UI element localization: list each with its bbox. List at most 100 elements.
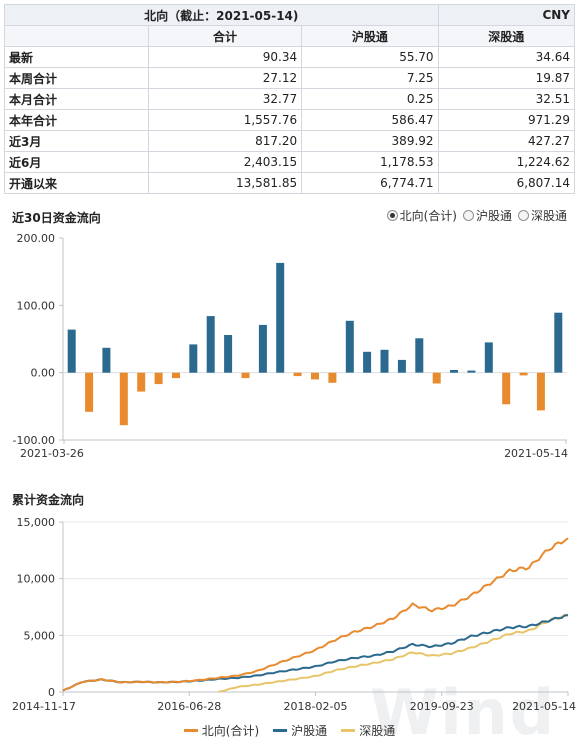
y-tick-label: 5,000: [24, 629, 56, 642]
column-header-empty: [4, 25, 149, 47]
bar: [397, 359, 406, 373]
table-row: 本周合计 27.12 7.25 19.87: [4, 67, 576, 89]
bar: [484, 342, 493, 373]
bar: [519, 372, 528, 376]
flow30-title: 近30日资金流向: [12, 211, 101, 225]
row-label: 最新: [4, 46, 149, 68]
radio-sz[interactable]: 深股通: [517, 207, 567, 224]
bar: [450, 370, 458, 373]
x-tick-label: 2014-11-17: [12, 700, 76, 713]
column-header-total: 合计: [147, 25, 303, 47]
row-value: 55.70: [301, 46, 439, 68]
series-radio-group: 北向(合计) 沪股通 深股通: [386, 207, 567, 224]
y-tick-label: 100.00: [17, 299, 56, 312]
bar: [293, 372, 302, 377]
legend-item-north: 北向(合计): [183, 722, 260, 739]
summary-table: 北向（截止：2021-05-14) CNY 合计 沪股通 深股通 最新 90.34…: [4, 4, 576, 194]
row-value: 34.64: [437, 46, 576, 68]
y-tick-label: 0.00: [31, 367, 56, 380]
row-value: 0.25: [301, 88, 439, 110]
bar: [502, 372, 511, 405]
row-label: 近6月: [4, 151, 149, 173]
row-value: 389.92: [301, 130, 439, 152]
table-row: 最新 90.34 55.70 34.64: [4, 46, 576, 68]
x-tick-label: 2018-02-05: [284, 700, 348, 713]
row-label: 本年合计: [4, 109, 149, 131]
legend-label-north: 北向(合计): [201, 724, 260, 738]
bar: [67, 329, 76, 373]
legend-label-sh: 沪股通: [291, 724, 328, 738]
x-tick-label: 2021-05-14: [512, 700, 576, 713]
bar: [172, 372, 180, 379]
series-line-sh: [62, 614, 569, 692]
cumulative-title: 累计资金流向: [12, 493, 85, 507]
bar: [415, 338, 424, 373]
y-tick-label: 10,000: [17, 573, 56, 586]
row-value: 32.77: [147, 88, 303, 110]
row-value: 90.34: [147, 46, 303, 68]
row-value: 1,178.53: [301, 151, 439, 173]
bar: [85, 372, 94, 412]
row-value: 19.87: [437, 67, 576, 89]
radio-north[interactable]: 北向(合计): [386, 207, 457, 224]
bar: [345, 320, 354, 373]
table-caption: 北向（截止：2021-05-14): [4, 4, 439, 26]
column-header-sz: 深股通: [437, 25, 576, 47]
radio-north-dot[interactable]: [386, 210, 398, 221]
radio-sh-label: 沪股通: [475, 209, 512, 223]
bar: [536, 372, 545, 411]
row-value: 32.51: [437, 88, 576, 110]
y-tick-label: 15,000: [17, 516, 56, 529]
series-line-sz: [218, 613, 569, 693]
table-row: 开通以来 13,581.85 6,774.71 6,807.14: [4, 172, 576, 194]
table-row: 近3月 817.20 389.92 427.27: [4, 130, 576, 152]
bar: [363, 351, 372, 373]
bar: [467, 370, 476, 373]
bar: [311, 372, 319, 380]
x-tick-label: 2021-05-14: [504, 447, 568, 460]
radio-north-label: 北向(合计): [399, 209, 457, 223]
currency-label: CNY: [437, 4, 576, 26]
bar: [241, 372, 250, 379]
bar: [189, 344, 198, 373]
row-value: 1,224.62: [437, 151, 576, 173]
radio-sz-label: 深股通: [530, 209, 567, 223]
bar: [154, 372, 163, 385]
row-value: 971.29: [437, 109, 576, 131]
row-label: 近3月: [4, 130, 149, 152]
row-label: 开通以来: [4, 172, 149, 194]
bar: [554, 312, 563, 373]
radio-sz-dot[interactable]: [517, 210, 529, 221]
radio-sh-dot[interactable]: [462, 210, 474, 221]
row-value: 13,581.85: [147, 172, 303, 194]
y-tick-label: -100.00: [13, 434, 55, 447]
bar: [258, 324, 267, 373]
table-header-row: 北向（截止：2021-05-14) CNY: [4, 4, 576, 26]
y-tick-label: 200.00: [17, 232, 56, 245]
bar: [102, 347, 111, 373]
y-tick-label: 0: [48, 686, 55, 699]
x-tick-label: 2021-03-26: [20, 447, 84, 460]
table-column-header-row: 合计 沪股通 深股通: [4, 25, 576, 47]
row-value: 1,557.76: [147, 109, 303, 131]
row-value: 817.20: [147, 130, 303, 152]
bar: [276, 262, 285, 373]
row-label: 本月合计: [4, 88, 149, 110]
row-value: 586.47: [301, 109, 439, 131]
row-value: 427.27: [437, 130, 576, 152]
bar: [206, 316, 215, 373]
row-value: 7.25: [301, 67, 439, 89]
legend-swatch-north: [183, 729, 198, 732]
row-value: 6,807.14: [437, 172, 576, 194]
legend-item-sh: 沪股通: [273, 722, 327, 739]
radio-sh[interactable]: 沪股通: [462, 207, 512, 224]
legend-item-sz: 深股通: [341, 722, 395, 739]
column-header-sh: 沪股通: [301, 25, 439, 47]
x-tick-label: 2019-09-23: [410, 700, 474, 713]
legend-swatch-sz: [341, 729, 356, 732]
bar: [119, 372, 128, 426]
row-value: 6,774.71: [301, 172, 439, 194]
